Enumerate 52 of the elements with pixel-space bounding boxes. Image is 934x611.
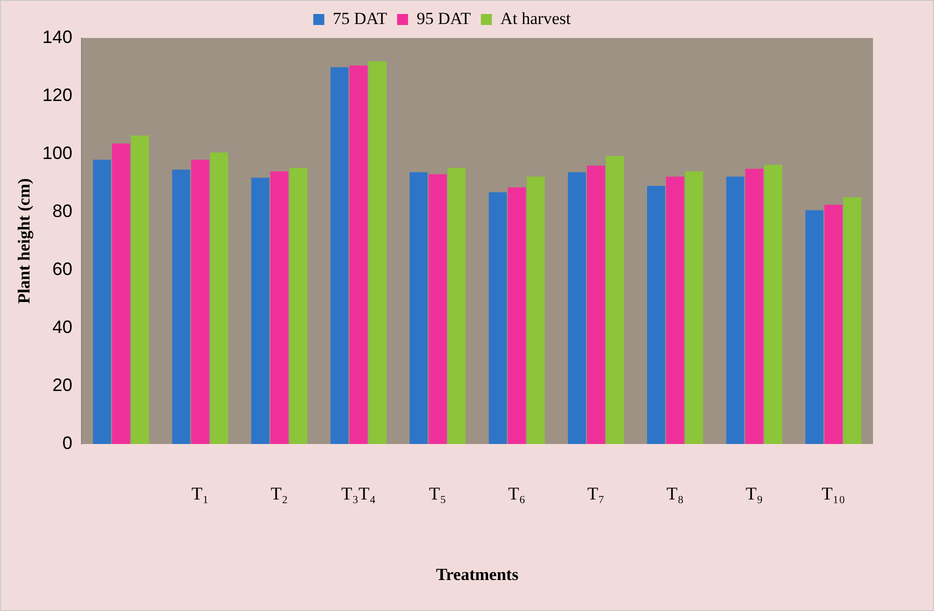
bar (130, 135, 150, 444)
x-tick-label: T₈ (666, 484, 684, 504)
bar (685, 171, 704, 444)
y-tick-label: 140 (42, 26, 72, 47)
bar (666, 176, 684, 444)
y-tick-label: 120 (42, 84, 72, 105)
bar (764, 164, 782, 444)
legend-label: At harvest (500, 8, 571, 28)
x-tick-label: T₂ (270, 484, 288, 504)
y-axis-title: Plant height (cm) (14, 178, 34, 304)
x-tick-label: T₃T₄ (341, 484, 376, 504)
x-tick-label: T₁ (192, 484, 209, 504)
bar (824, 204, 842, 444)
bar (251, 178, 270, 444)
bar (568, 172, 586, 444)
bar (428, 174, 447, 444)
legend-label: 95 DAT (416, 8, 472, 28)
bar (270, 171, 288, 444)
bar (289, 168, 308, 444)
bar (647, 186, 666, 444)
bar (368, 61, 387, 444)
bar (526, 176, 545, 444)
bar (172, 170, 190, 444)
bar (210, 152, 228, 444)
y-tick-label: 0 (62, 432, 72, 453)
bar (745, 168, 764, 444)
x-tick-label: T₆ (508, 484, 526, 504)
bar (606, 156, 624, 444)
x-axis-title: Treatments (436, 565, 519, 584)
x-tick-label: T₁₀ (822, 484, 846, 504)
x-tick-label: T₇ (587, 484, 605, 504)
x-tick-label: T₉ (746, 484, 763, 504)
bar (330, 67, 349, 444)
bar (349, 66, 368, 444)
legend-label: 75 DAT (332, 8, 388, 28)
y-tick-label: 20 (52, 374, 72, 395)
bar (92, 160, 112, 444)
x-tick-label: T₅ (428, 484, 446, 504)
y-tick-label: 80 (52, 200, 72, 221)
bar (191, 160, 210, 444)
bar (488, 192, 507, 444)
bar (508, 187, 526, 444)
bar (805, 210, 824, 444)
bar (586, 166, 605, 444)
bar (726, 176, 744, 444)
bar (112, 144, 130, 444)
bar (448, 168, 466, 444)
y-tick-label: 100 (42, 142, 72, 163)
bar (843, 197, 862, 444)
bar (410, 172, 428, 444)
y-tick-label: 40 (52, 316, 72, 337)
y-tick-label: 60 (52, 258, 72, 279)
